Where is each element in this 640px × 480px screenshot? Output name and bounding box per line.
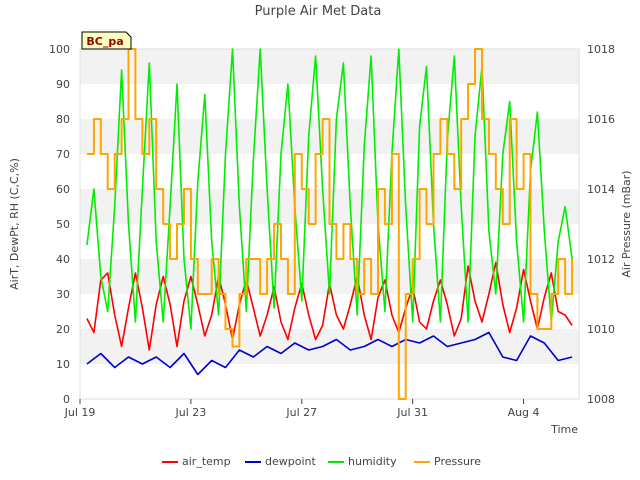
y-tick-label: 10 <box>56 358 70 371</box>
y2-tick-label: 1012 <box>587 253 615 266</box>
left-y-axis: 0 10 20 30 40 50 60 70 80 90 100 <box>49 43 70 406</box>
legend-label: air_temp <box>182 455 231 468</box>
y2-tick-label: 1018 <box>587 43 615 56</box>
x-axis-label: Time <box>550 423 578 436</box>
y2-tick-label: 1008 <box>587 393 615 406</box>
series-line-dewpoint <box>86 331 573 376</box>
x-tick-label: Jul 27 <box>285 406 317 419</box>
site-label: BC_pa <box>86 35 123 48</box>
legend-label: dewpoint <box>265 455 316 468</box>
right-y-axis: 1008 1010 1012 1014 1016 1018 <box>587 43 615 406</box>
legend: air_temp dewpoint humidity Pressure <box>162 455 481 468</box>
x-tick-label: Jul 31 <box>396 406 428 419</box>
y-tick-label: 50 <box>56 218 70 231</box>
y-tick-label: 90 <box>56 78 70 91</box>
x-tick-label: Jul 19 <box>64 406 96 419</box>
legend-label: humidity <box>348 455 397 468</box>
grid-band <box>80 329 579 364</box>
chart-title: Purple Air Met Data <box>255 4 382 19</box>
y-tick-label: 40 <box>56 253 70 266</box>
series-line-pressure <box>86 48 574 400</box>
series-line-humidity <box>86 48 573 330</box>
y-tick-label: 20 <box>56 323 70 336</box>
series-lines <box>86 48 574 400</box>
y-tick-label: 70 <box>56 148 70 161</box>
y-tick-label: 60 <box>56 183 70 196</box>
y-tick-label: 100 <box>49 43 70 56</box>
site-label-badge: BC_pa <box>81 31 132 50</box>
y2-axis-label: Air Pressure (mBar) <box>620 170 633 277</box>
grid-band <box>80 49 579 84</box>
y2-tick-label: 1010 <box>587 323 615 336</box>
y-axis-label: AirT, DewPt, RH (C,C,%) <box>8 158 21 290</box>
plot-frame <box>79 48 580 400</box>
x-tick-label: Aug 4 <box>508 406 540 419</box>
legend-label: Pressure <box>434 455 481 468</box>
y2-tick-label: 1014 <box>587 183 615 196</box>
y-tick-label: 0 <box>63 393 70 406</box>
y2-tick-label: 1016 <box>587 113 615 126</box>
y-tick-label: 30 <box>56 288 70 301</box>
x-axis: Jul 19 Jul 23 Jul 27 Jul 31 Aug 4 <box>64 399 540 419</box>
y-tick-label: 80 <box>56 113 70 126</box>
x-tick-label: Jul 23 <box>175 406 207 419</box>
